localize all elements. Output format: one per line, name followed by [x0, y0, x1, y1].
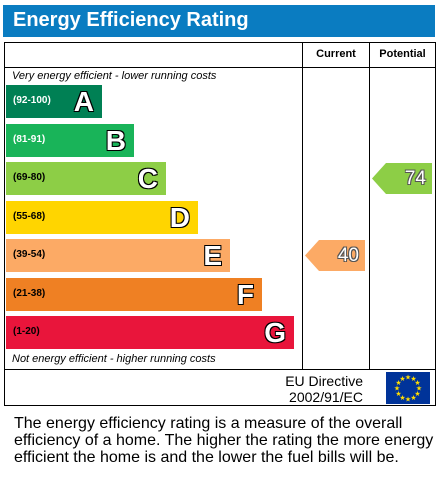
eu-star-icon: ★: [410, 375, 416, 383]
eu-star-icon: ★: [410, 394, 416, 402]
band-d: (55-68) D: [6, 200, 198, 234]
band-b-letter: B: [105, 124, 126, 156]
band-f: (21-38) F: [6, 277, 262, 311]
band-g-range: (1-20): [13, 326, 40, 337]
directive-line-1: EU Directive: [285, 373, 363, 389]
potential-rating-value: 74: [404, 168, 426, 189]
eu-star-icon: ★: [414, 379, 420, 387]
eu-star-icon: ★: [399, 375, 405, 383]
band-g-letter: G: [264, 317, 286, 348]
bottom-note: Not energy efficient - higher running co…: [12, 353, 216, 365]
eu-star-icon: ★: [399, 394, 405, 402]
band-c-letter: C: [137, 163, 158, 194]
top-note: Very energy efficient - lower running co…: [12, 70, 217, 82]
chart-title: Energy Efficiency Rating: [13, 9, 249, 31]
eu-star-icon: ★: [394, 385, 400, 393]
band-a-range: (92-100): [13, 95, 51, 106]
band-f-letter: F: [236, 278, 254, 310]
eu-star-icon: ★: [416, 385, 422, 393]
potential-column-divider: [369, 43, 370, 370]
current-rating-arrow: 40: [305, 240, 365, 271]
eu-star-icon: ★: [395, 390, 401, 398]
eu-star-icon: ★: [395, 379, 401, 387]
header-row-divider: [5, 67, 435, 68]
band-b-range: (81-91): [13, 133, 46, 145]
description-text: The energy efficiency rating is a measur…: [14, 415, 434, 466]
chart-header: Energy Efficiency Rating: [3, 5, 435, 37]
band-f-range: (21-38): [13, 287, 46, 299]
band-a-letter: A: [73, 86, 94, 117]
band-c: (69-80) C: [6, 162, 166, 195]
band-e: (39-54) E: [6, 239, 230, 272]
rating-table: Current Potential Very energy efficient …: [4, 42, 436, 406]
eu-star-icon: ★: [414, 390, 420, 398]
eu-stars: ★ ★★★★★★★★★★★: [394, 374, 422, 404]
eu-directive-text: EU Directive 2002/91/EC: [285, 373, 363, 405]
potential-rating-arrow: 74: [372, 163, 432, 194]
current-rating-value: 40: [337, 245, 359, 266]
current-column-header: Current: [316, 48, 356, 60]
directive-line-2: 2002/91/EC: [289, 389, 363, 405]
band-b: (81-91) B: [6, 123, 134, 157]
footer-row-divider: [5, 369, 435, 370]
eu-flag-icon: ★ ★ ★ ★ ★ ★ ★ ★ ★ ★ ★ ★: [386, 372, 430, 404]
band-d-range: (55-68): [13, 210, 46, 222]
band-c-range: (69-80): [13, 172, 46, 183]
eu-star-icon: ★: [405, 396, 411, 404]
eu-star-icon: ★: [405, 374, 411, 382]
band-a: (92-100) A: [6, 85, 102, 118]
potential-column-header: Potential: [379, 48, 426, 60]
band-g: (1-20) G: [6, 316, 294, 349]
potential-arrow-shape: [372, 163, 432, 194]
current-arrow-shape: [305, 240, 365, 271]
band-e-range: (39-54): [13, 249, 46, 260]
band-e-letter: E: [203, 240, 222, 271]
band-d-letter: D: [169, 201, 190, 233]
current-column-divider: [302, 43, 303, 370]
